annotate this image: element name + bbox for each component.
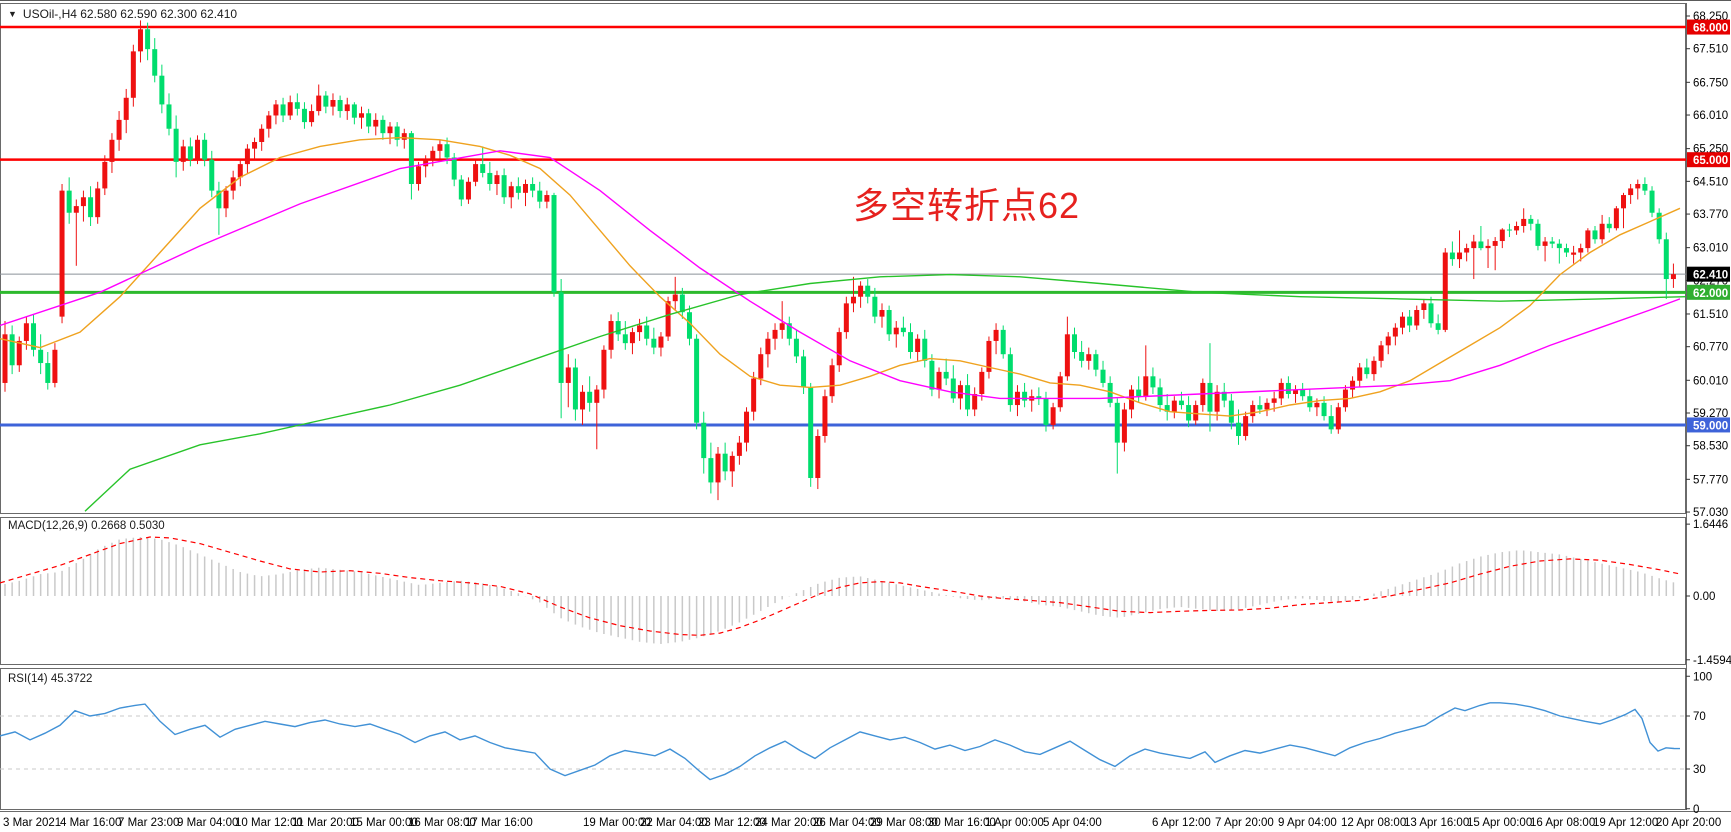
price-badge — [1687, 284, 1730, 300]
svg-text:15 Apr 00:00: 15 Apr 00:00 — [1467, 817, 1532, 829]
price-badge — [1687, 152, 1730, 168]
macd-layer: 1.6446 0.00 -1.4594 — [0, 519, 1731, 667]
level-lines-layer[interactable] — [0, 25, 1686, 427]
svg-text:59.270: 59.270 — [1693, 408, 1728, 420]
macd-panel-border — [0, 517, 1686, 665]
price-panel-border — [0, 3, 1686, 514]
svg-text:7 Apr 20:00: 7 Apr 20:00 — [1215, 817, 1274, 829]
svg-text:26 Mar 04:00: 26 Mar 04:00 — [813, 817, 881, 829]
svg-text:70: 70 — [1693, 711, 1706, 723]
svg-text:6 Apr 12:00: 6 Apr 12:00 — [1152, 817, 1211, 829]
svg-text:57.030: 57.030 — [1693, 507, 1728, 519]
svg-text:9 Mar 04:00: 9 Mar 04:00 — [177, 817, 238, 829]
svg-text:20 Apr 20:00: 20 Apr 20:00 — [1656, 817, 1721, 829]
svg-text:58.530: 58.530 — [1693, 441, 1728, 453]
svg-text:19 Apr 12:00: 19 Apr 12:00 — [1593, 817, 1658, 829]
svg-text:12 Apr 08:00: 12 Apr 08:00 — [1341, 817, 1406, 829]
svg-text:62.000: 62.000 — [1693, 288, 1728, 300]
svg-text:7 Mar 23:00: 7 Mar 23:00 — [118, 817, 179, 829]
rsi-line — [0, 702, 1681, 781]
svg-text:5 Apr 04:00: 5 Apr 04:00 — [1043, 817, 1102, 829]
price-badge — [1687, 266, 1730, 282]
svg-text:63.010: 63.010 — [1693, 243, 1728, 255]
ma-magenta — [0, 150, 1681, 400]
svg-text:30: 30 — [1693, 764, 1706, 776]
svg-text:100: 100 — [1693, 671, 1712, 683]
svg-text:22 Mar 04:00: 22 Mar 04:00 — [640, 817, 708, 829]
moving-averages-layer — [0, 136, 1687, 512]
svg-text:19 Mar 00:00: 19 Mar 00:00 — [583, 817, 651, 829]
ma-orange — [0, 136, 1681, 417]
svg-text:3 Mar 2021: 3 Mar 2021 — [3, 817, 61, 829]
price-axis: 68.25067.51066.75066.01065.25064.51063.7… — [1686, 11, 1730, 519]
symbol-dropdown-icon[interactable]: ▼ — [8, 9, 17, 19]
svg-text:16 Apr 08:00: 16 Apr 08:00 — [1530, 817, 1595, 829]
svg-text:0.00: 0.00 — [1693, 591, 1715, 603]
svg-text:68.000: 68.000 — [1693, 23, 1728, 35]
rsi-layer: 100 70 30 0 — [0, 671, 1712, 816]
rsi-panel-border — [0, 668, 1686, 810]
svg-text:-1.4594: -1.4594 — [1693, 655, 1731, 667]
svg-text:30 Mar 16:00: 30 Mar 16:00 — [928, 817, 996, 829]
svg-text:63.770: 63.770 — [1693, 209, 1728, 221]
svg-text:62.410: 62.410 — [1693, 270, 1728, 282]
chart-title: USOil-,H4 62.580 62.590 62.300 62.410 — [22, 7, 238, 21]
svg-text:67.510: 67.510 — [1693, 44, 1728, 56]
svg-text:1.6446: 1.6446 — [1693, 519, 1728, 531]
svg-text:13 Apr 16:00: 13 Apr 16:00 — [1404, 817, 1469, 829]
svg-text:66.750: 66.750 — [1693, 77, 1728, 89]
svg-text:29 Mar 08:00: 29 Mar 08:00 — [870, 817, 938, 829]
svg-text:60.010: 60.010 — [1693, 375, 1728, 387]
svg-text:15 Mar 00:00: 15 Mar 00:00 — [350, 817, 418, 829]
svg-text:16 Mar 08:00: 16 Mar 08:00 — [408, 817, 476, 829]
svg-text:24 Mar 20:00: 24 Mar 20:00 — [755, 817, 823, 829]
svg-text:0: 0 — [1693, 804, 1699, 816]
ma-slow-green — [84, 273, 1687, 512]
svg-text:57.770: 57.770 — [1693, 474, 1728, 486]
svg-text:64.510: 64.510 — [1693, 176, 1728, 188]
svg-text:11 Mar 20:00: 11 Mar 20:00 — [292, 817, 359, 829]
svg-text:17 Mar 16:00: 17 Mar 16:00 — [465, 817, 533, 829]
svg-text:59.000: 59.000 — [1693, 420, 1728, 432]
svg-text:66.010: 66.010 — [1693, 110, 1728, 122]
svg-text:10 Mar 12:00: 10 Mar 12:00 — [235, 817, 303, 829]
price-badge — [1687, 19, 1730, 35]
svg-text:65.000: 65.000 — [1693, 155, 1728, 167]
svg-text:4 Mar 16:00: 4 Mar 16:00 — [60, 817, 121, 829]
svg-text:61.510: 61.510 — [1693, 309, 1728, 321]
candles-layer — [2, 20, 1676, 501]
macd-signal-line — [0, 536, 1681, 636]
svg-text:9 Apr 04:00: 9 Apr 04:00 — [1278, 817, 1337, 829]
price-badge — [1687, 417, 1730, 433]
svg-text:60.770: 60.770 — [1693, 342, 1728, 354]
chart-header: ▼ USOil-,H4 62.580 62.590 62.300 62.410 — [8, 7, 237, 21]
svg-text:1 Apr 00:00: 1 Apr 00:00 — [985, 817, 1044, 829]
svg-text:23 Mar 12:00: 23 Mar 12:00 — [698, 817, 766, 829]
